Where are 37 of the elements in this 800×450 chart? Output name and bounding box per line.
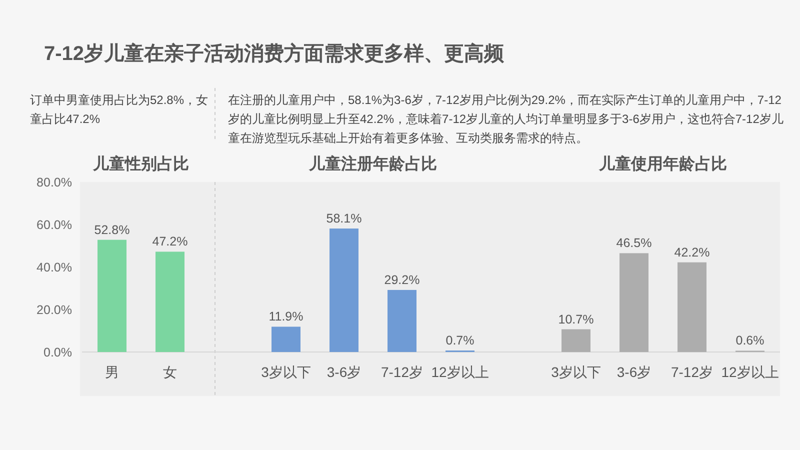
- data-label: 46.5%: [616, 236, 652, 250]
- y-tick-label: 60.0%: [36, 218, 72, 232]
- bar: [562, 329, 590, 352]
- bar: [272, 326, 300, 352]
- x-tick-label: 7-12岁: [670, 364, 714, 380]
- chart-title: 儿童注册年龄占比: [308, 154, 437, 173]
- x-tick-label: 女: [163, 364, 177, 380]
- y-tick-label: 0.0%: [44, 346, 72, 360]
- data-label: 52.8%: [94, 222, 130, 237]
- data-label: 0.6%: [736, 334, 764, 348]
- x-tick-label: 7-12岁: [380, 364, 424, 380]
- x-tick-label: 3-6岁: [616, 364, 652, 380]
- x-tick-label: 3-6岁: [326, 364, 362, 380]
- data-label: 10.7%: [558, 312, 594, 326]
- text: 订单中男童使用占比为52.8%，女童占比47.2%: [30, 92, 210, 128]
- text: 7-12岁儿童在亲子活动消费方面需求更多样、更高频: [44, 42, 504, 67]
- bar: [678, 262, 706, 352]
- y-tick-label: 20.0%: [36, 303, 72, 317]
- data-label: 11.9%: [268, 310, 304, 324]
- data-label: 58.1%: [326, 212, 362, 226]
- bar: [330, 228, 358, 352]
- chart-title: 儿童使用年龄占比: [598, 154, 727, 173]
- data-label: 47.2%: [152, 234, 188, 249]
- bar: [388, 290, 416, 352]
- text: 在注册的儿童用户中，58.1%为3-6岁，7-12岁用户比例为29.2%，而在实际产生订单的儿童用户中，7-12岁的儿童比例明显上升至42.2%，意味着7-12岁儿童的人均订单量明显多于3-6岁用户，这也符合7-12岁儿童在游览型玩乐基础上开始有着更多体验、互动类服务需求的特点。: [228, 92, 784, 147]
- x-tick-label: 男: [105, 364, 119, 380]
- data-label: 42.2%: [674, 245, 710, 260]
- x-tick-label: 12岁以上: [721, 364, 779, 380]
- x-tick-label: 3岁以下: [261, 364, 311, 380]
- y-tick-label: 80.0%: [36, 176, 72, 190]
- data-label: 29.2%: [384, 272, 420, 287]
- chart-title: 儿童性别占比: [92, 154, 189, 173]
- x-tick-label: 3岁以下: [551, 364, 601, 380]
- data-label: 0.7%: [446, 334, 474, 348]
- bar: [620, 253, 648, 352]
- y-tick-label: 40.0%: [36, 260, 72, 274]
- x-tick-label: 12岁以上: [431, 364, 489, 380]
